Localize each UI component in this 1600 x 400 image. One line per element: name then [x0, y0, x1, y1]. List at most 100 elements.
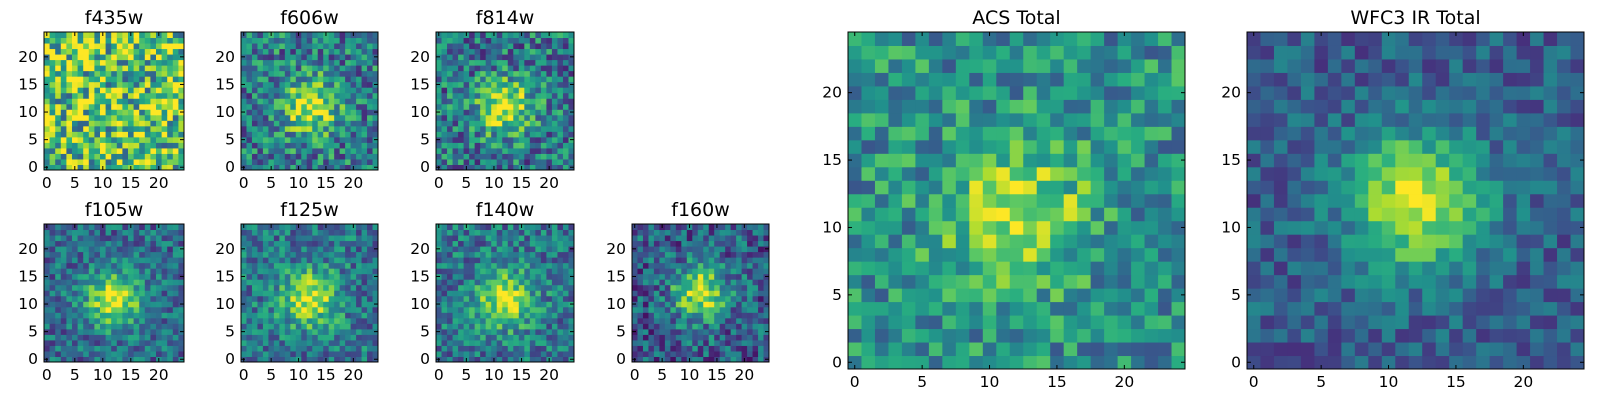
heatmap-cell	[128, 43, 135, 50]
heatmap-cell	[257, 235, 264, 242]
heatmap-cell	[469, 246, 476, 253]
heatmap-cell	[257, 246, 264, 253]
heatmap-cell	[675, 240, 682, 247]
heatmap-cell	[356, 317, 363, 324]
heatmap-cell	[94, 131, 101, 138]
heatmap-cell	[150, 257, 157, 264]
heatmap-cell	[507, 153, 514, 160]
heatmap-cell	[111, 158, 118, 165]
heatmap-cell	[44, 339, 51, 346]
heatmap-cell	[507, 235, 514, 242]
heatmap-cell	[518, 114, 525, 121]
heatmap-cell	[105, 125, 112, 132]
heatmap-cell	[540, 356, 547, 363]
heatmap-cell	[551, 164, 558, 171]
heatmap-cell	[246, 131, 253, 138]
heatmap-cell	[1090, 207, 1105, 222]
heatmap-cell	[502, 257, 509, 264]
heatmap-cell	[848, 301, 862, 316]
heatmap-cell	[496, 65, 503, 72]
heatmap-cell	[66, 350, 73, 357]
heatmap-cell	[55, 114, 62, 121]
heatmap-cell	[262, 312, 269, 319]
heatmap-cell	[116, 59, 123, 66]
heatmap-cell	[312, 284, 319, 291]
heatmap-cell	[295, 131, 302, 138]
heatmap-cell	[888, 193, 903, 208]
heatmap-cell	[452, 240, 459, 247]
heatmap-cell	[251, 114, 258, 121]
heatmap-cell	[692, 229, 699, 236]
heatmap-cell	[361, 81, 368, 88]
heatmap-cell	[642, 257, 649, 264]
heatmap-cell	[301, 356, 308, 363]
heatmap-cell	[144, 295, 151, 302]
heatmap-cell	[172, 279, 179, 286]
heatmap-cell	[540, 98, 547, 105]
heatmap-cell	[301, 114, 308, 121]
x-tick-label: 20	[149, 174, 169, 192]
heatmap-cell	[88, 246, 95, 253]
heatmap-cell	[356, 273, 363, 280]
heatmap-cell	[251, 142, 258, 149]
heatmap-cell	[747, 339, 754, 346]
heatmap-cell	[507, 109, 514, 116]
heatmap-cell	[562, 290, 569, 297]
heatmap-cell	[111, 109, 118, 116]
heatmap-cell	[664, 279, 671, 286]
heatmap-cell	[982, 274, 997, 289]
heatmap-cell	[507, 312, 514, 319]
heatmap-cell	[350, 103, 357, 110]
heatmap-cell	[251, 235, 258, 242]
heatmap-cell	[172, 273, 179, 280]
heatmap-cell	[474, 32, 481, 39]
heatmap-cell	[156, 323, 163, 330]
heatmap-cell	[458, 32, 465, 39]
heatmap-cell	[524, 284, 531, 291]
x-tick-label: 15	[707, 366, 727, 384]
heatmap-cell	[562, 317, 569, 324]
x-tick-label: 10	[680, 366, 700, 384]
heatmap-cell	[1171, 261, 1186, 276]
heatmap-cell	[144, 279, 151, 286]
heatmap-cell	[66, 323, 73, 330]
heatmap-cell	[273, 350, 280, 357]
heatmap-cell	[1131, 288, 1146, 303]
heatmap-cell	[290, 59, 297, 66]
heatmap-cell	[708, 268, 715, 275]
heatmap-cell	[474, 70, 481, 77]
heatmap-cell	[339, 81, 346, 88]
heatmap-cell	[469, 32, 476, 39]
heatmap-cell	[736, 356, 743, 363]
heatmap-cell	[133, 114, 140, 121]
heatmap-cell	[139, 279, 146, 286]
heatmap-cell	[161, 312, 168, 319]
heatmap-cell	[88, 48, 95, 55]
heatmap-cell	[295, 235, 302, 242]
heatmap-cell	[284, 103, 291, 110]
heatmap-cell	[741, 251, 748, 258]
heatmap-cell	[111, 164, 118, 171]
heatmap-cell	[345, 251, 352, 258]
heatmap-cell	[725, 257, 732, 264]
heatmap-cell	[1158, 180, 1173, 195]
heatmap-cell	[485, 65, 492, 72]
heatmap-cell	[513, 70, 520, 77]
heatmap-cell	[345, 334, 352, 341]
heatmap-cell	[507, 158, 514, 165]
heatmap-cell	[447, 136, 454, 143]
heatmap-cell	[1117, 247, 1132, 262]
heatmap-cell	[861, 288, 876, 303]
heatmap-cell	[144, 125, 151, 132]
heatmap-cell	[502, 224, 509, 231]
heatmap-cell	[474, 76, 481, 83]
heatmap-cell	[1077, 315, 1092, 330]
heatmap-cell	[361, 153, 368, 160]
heatmap-cell	[452, 98, 459, 105]
heatmap-cell	[301, 295, 308, 302]
heatmap-cell	[480, 284, 487, 291]
heatmap-cell	[496, 76, 503, 83]
heatmap-cell	[675, 317, 682, 324]
heatmap-cell	[367, 92, 374, 99]
heatmap-cell	[262, 54, 269, 61]
